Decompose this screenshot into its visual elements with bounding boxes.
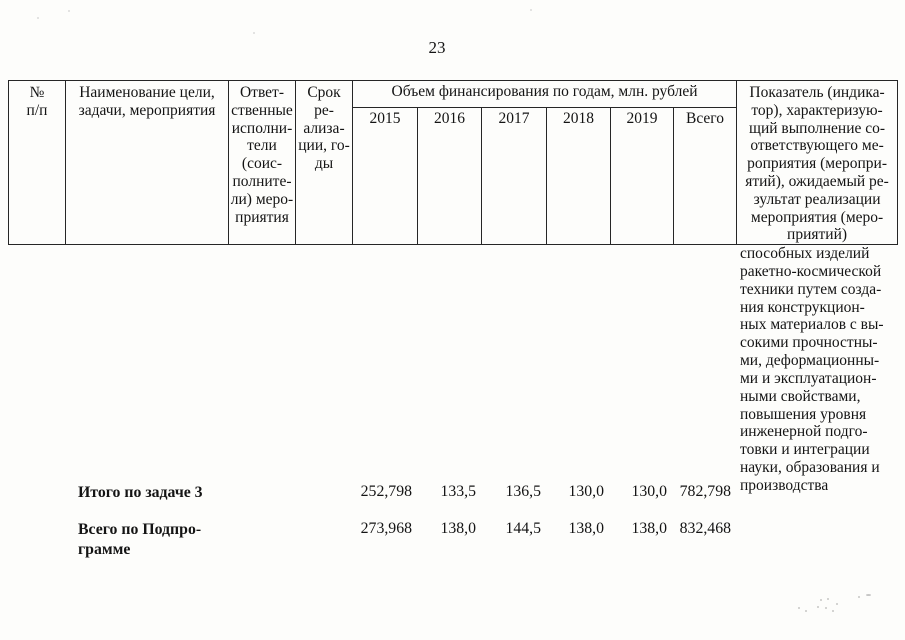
value-2017: 144,5 (505, 520, 541, 537)
col-header-year-2015: 2015 (352, 107, 418, 246)
row-label: Всего по Подпро- грамме (78, 521, 202, 558)
value-2016: 138,0 (440, 520, 476, 537)
indicator-continuation-text: способных изделий ракетно-космической те… (740, 245, 884, 494)
col-header-executors: Ответ- ственные исполни- тели (соис- пол… (228, 79, 296, 246)
financing-table: № п/п Наименование цели, задачи, меропри… (8, 79, 899, 246)
value-total: 782,798 (679, 483, 731, 500)
value-2018: 130,0 (568, 483, 604, 500)
value-2015: 252,798 (360, 483, 412, 500)
value-2019: 130,0 (631, 483, 667, 500)
col-header-name: Наименование цели, задачи, мероприятия (65, 79, 229, 246)
table-row-total-subprogram: Всего по Подпро- грамме 273,968 138,0 14… (0, 520, 905, 560)
value-2015: 273,968 (360, 520, 412, 537)
col-header-total: Всего (672, 107, 738, 246)
page-number: 23 (428, 38, 446, 57)
value-2017: 136,5 (505, 483, 541, 500)
col-header-year-2018: 2018 (546, 107, 611, 246)
col-header-term: Срок ре- ализа- ции, го- ды (295, 79, 353, 246)
col-header-year-2019: 2019 (610, 107, 674, 246)
table-row-subtotal-task3: Итого по задаче 3 252,798 133,5 136,5 13… (0, 483, 905, 523)
col-header-indicator: Показатель (индика- тор), характеризую- … (736, 79, 899, 246)
col-header-year-2017: 2017 (481, 107, 547, 246)
row-label: Итого по задаче 3 (78, 484, 203, 501)
value-2018: 138,0 (568, 520, 604, 537)
value-total: 832,468 (679, 520, 731, 537)
col-header-year-2016: 2016 (417, 107, 482, 246)
col-header-financing: Объем финансирования по годам, млн. рубл… (351, 79, 738, 109)
col-header-number: № п/п (8, 79, 66, 246)
value-2016: 133,5 (440, 483, 476, 500)
value-2019: 138,0 (631, 520, 667, 537)
